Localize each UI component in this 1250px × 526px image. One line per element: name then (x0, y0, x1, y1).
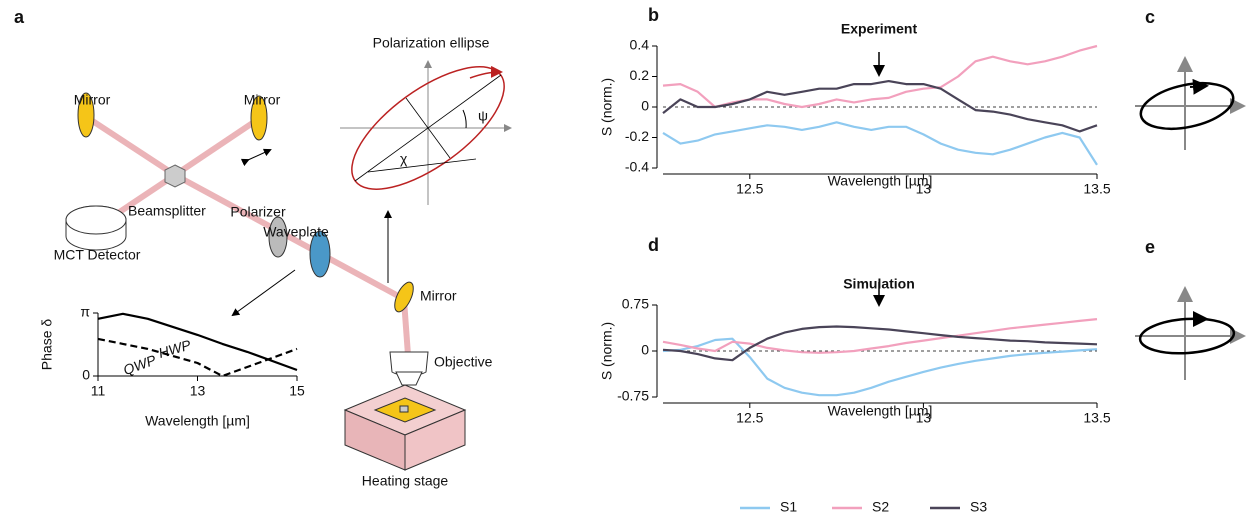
y-tick-label: -0.2 (625, 128, 649, 144)
x-tick-label: 12.5 (736, 410, 763, 426)
x-tick-label: 13.5 (1083, 410, 1110, 426)
ellipse-sketch (1135, 60, 1242, 380)
diagram-label: Polarizer (230, 204, 286, 220)
panel-label: b (648, 5, 659, 25)
x-axis-label: Wavelength [µm] (145, 413, 250, 429)
y-tick-label: 0 (82, 367, 90, 383)
y-tick-label: 0.4 (630, 37, 650, 53)
diagram-label: Mirror (420, 288, 457, 304)
legend-label: S3 (970, 499, 987, 515)
y-tick-label: 0.2 (630, 67, 650, 83)
diagram-label: Waveplate (263, 224, 329, 240)
x-tick-label: 12.5 (736, 181, 763, 197)
y-tick-label: 0 (641, 98, 649, 114)
series-line (663, 319, 1097, 353)
series-line (663, 46, 1097, 107)
y-tick-label: π (80, 304, 90, 320)
diagram-label: Polarization ellipse (373, 35, 490, 51)
series-label: QWP (121, 351, 159, 378)
legend-label: S1 (780, 499, 797, 515)
panel-label: a (14, 7, 25, 27)
x-tick-label: 13.5 (1083, 181, 1110, 197)
diagram-label: ψ (478, 108, 488, 124)
chart-title: Experiment (841, 21, 918, 37)
x-axis-label: Wavelength [µm] (828, 173, 933, 189)
x-tick-label: 13 (190, 383, 206, 399)
x-axis-label: Wavelength [µm] (828, 403, 933, 419)
x-tick-label: 11 (91, 383, 106, 399)
diagram-label: MCT Detector (54, 247, 141, 263)
y-axis-label: Phase δ (39, 319, 55, 371)
y-tick-label: -0.4 (625, 159, 649, 175)
diagram-label: χ (400, 151, 408, 167)
diagram-label: Objective (434, 354, 493, 370)
panel-label: e (1145, 237, 1155, 257)
y-tick-label: 0 (641, 342, 649, 358)
diagram-label: Mirror (74, 92, 111, 108)
series-line (663, 122, 1097, 165)
diagram-label: Heating stage (362, 473, 449, 489)
figure: a b c d e ψ (0, 0, 1250, 521)
series-line (663, 81, 1097, 131)
chart-title: Simulation (843, 276, 915, 292)
panel-label: d (648, 235, 659, 255)
legend-label: S2 (872, 499, 889, 515)
diagram-label: Beamsplitter (128, 203, 206, 219)
x-tick-label: 15 (289, 383, 305, 399)
diagram-label: Mirror (244, 92, 281, 108)
panel-label: c (1145, 7, 1155, 27)
y-axis-label: S (norm.) (599, 322, 615, 380)
y-tick-label: -0.75 (617, 388, 649, 404)
y-tick-label: 0.75 (622, 296, 649, 312)
setup-diagram: ψ χ Polarization ellipse Mirror Mirror B… (54, 35, 524, 489)
y-axis-label: S (norm.) (599, 78, 615, 136)
